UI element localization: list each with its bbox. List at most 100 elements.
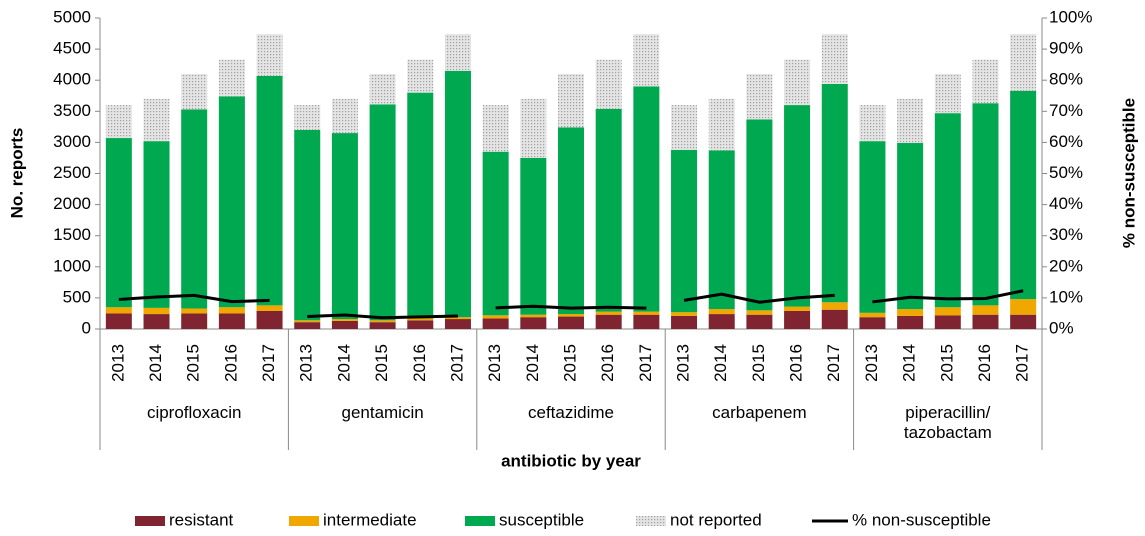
- group-label: carbapenem: [712, 403, 807, 422]
- y2-tick-label: 20%: [1049, 256, 1083, 275]
- x-tick-label: 2017: [259, 344, 278, 382]
- bar-segment: [181, 109, 208, 309]
- bar-segment: [558, 316, 584, 329]
- group-label: piperacillin/ tazobactam: [903, 403, 992, 442]
- bar-segment: [143, 307, 170, 315]
- y-axis-title: No. reports: [7, 128, 26, 219]
- bar-segment: [407, 318, 434, 321]
- y2-tick-label: 10%: [1049, 287, 1083, 306]
- bar-segment: [633, 314, 660, 329]
- y2-tick-label: 100%: [1049, 7, 1092, 26]
- bar-segment: [633, 311, 660, 315]
- x-tick-label: 2015: [937, 344, 956, 382]
- bar-segment: [256, 75, 283, 306]
- legend-label: resistant: [169, 510, 234, 529]
- x-tick-label: 2015: [372, 344, 391, 382]
- y-tick-label: 2500: [53, 163, 91, 182]
- bar-segment: [671, 149, 698, 313]
- bar-segment: [821, 83, 848, 303]
- bar-segment: [746, 73, 773, 120]
- bar-segment: [859, 141, 886, 313]
- bar-segment: [671, 105, 698, 150]
- y2-tick-label: 60%: [1049, 132, 1083, 151]
- bar-segment: [821, 309, 848, 329]
- bar-segment: [897, 315, 924, 329]
- bar-segment: [1010, 314, 1037, 329]
- y-tick-label: 5000: [53, 7, 91, 26]
- x-tick-label: 2016: [787, 344, 806, 382]
- y2-tick-label: 30%: [1049, 225, 1083, 244]
- bar-segment: [558, 314, 584, 317]
- bar-segment: [746, 314, 773, 329]
- bar-segment: [331, 320, 358, 329]
- legend-swatch: [135, 516, 165, 526]
- x-tick-label: 2014: [711, 344, 730, 382]
- y2-tick-label: 50%: [1049, 163, 1083, 182]
- x-tick-label: 2015: [560, 344, 579, 382]
- bar-segment: [897, 98, 924, 144]
- bar-segment: [407, 59, 434, 93]
- bar-segment: [331, 319, 358, 321]
- bar-segment: [143, 314, 170, 329]
- x-tick-label: 2017: [447, 344, 466, 382]
- bar-segment: [821, 34, 848, 84]
- y-tick-label: 4000: [53, 70, 91, 89]
- y2-tick-label: 90%: [1049, 39, 1083, 58]
- y-tick-label: 2000: [53, 194, 91, 213]
- y2-tick-label: 40%: [1049, 194, 1083, 213]
- bar-segment: [331, 133, 358, 320]
- bar-segment: [294, 320, 321, 323]
- bar-segment: [369, 104, 396, 321]
- bar-segment: [181, 73, 208, 110]
- bar-segment: [181, 308, 208, 314]
- bar-segment: [972, 59, 999, 104]
- bar-segment: [520, 314, 547, 318]
- bar-segment: [444, 317, 471, 320]
- legend-label: susceptible: [499, 510, 584, 529]
- bar-segment: [784, 306, 811, 311]
- bar-segment: [294, 322, 321, 329]
- bar-segment: [482, 318, 509, 329]
- x-tick-label: 2017: [824, 344, 843, 382]
- bar-segment: [256, 305, 283, 311]
- bar-segment: [633, 34, 660, 87]
- y2-tick-label: 80%: [1049, 70, 1083, 89]
- bar-segment: [369, 73, 396, 105]
- bar-segment: [708, 150, 735, 310]
- bar-segment: [1010, 90, 1037, 300]
- y-tick-label: 4500: [53, 39, 91, 58]
- bar-segment: [708, 309, 735, 315]
- bar-segment: [482, 315, 509, 319]
- bar-segment: [972, 103, 999, 306]
- legend-swatch: [636, 516, 666, 526]
- bar-segment: [331, 98, 358, 134]
- line-series: [118, 293, 270, 304]
- legend-label: not reported: [670, 510, 762, 529]
- bar-segment: [934, 307, 961, 316]
- bar-segment: [369, 320, 396, 323]
- bar-segment: [784, 105, 811, 307]
- legend-swatch: [289, 516, 319, 526]
- x-tick-label: 2013: [108, 344, 127, 382]
- bar-segment: [972, 305, 999, 315]
- group-label: gentamicin: [341, 403, 424, 422]
- x-axis-title: antibiotic by year: [501, 451, 641, 470]
- x-tick-label: 2014: [900, 344, 919, 382]
- bar-segment: [407, 92, 434, 319]
- bar-segment: [218, 59, 245, 97]
- bar-segment: [595, 314, 622, 329]
- line-series: [872, 289, 1024, 304]
- bar-segment: [520, 317, 547, 329]
- bar-segment: [520, 98, 547, 158]
- bar-segment: [1010, 299, 1037, 315]
- x-tick-label: 2013: [485, 344, 504, 382]
- x-tick-label: 2016: [221, 344, 240, 382]
- bar-segment: [444, 34, 471, 71]
- y-tick-label: 0: [82, 318, 91, 337]
- bar-segment: [897, 309, 924, 316]
- bar-segment: [558, 73, 584, 128]
- line-series: [307, 313, 458, 320]
- bar-segment: [821, 302, 848, 310]
- x-tick-label: 2015: [749, 344, 768, 382]
